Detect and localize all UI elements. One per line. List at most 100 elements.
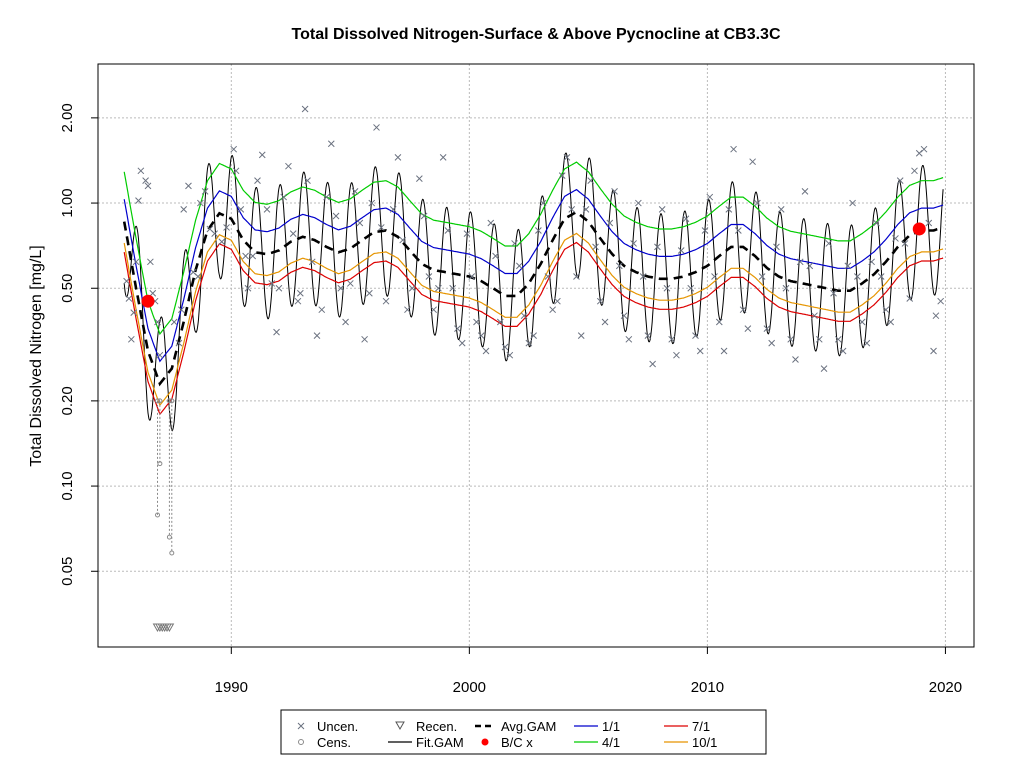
uncensored-point (606, 219, 614, 227)
uncensored-point (915, 149, 923, 157)
uncensored-point (230, 145, 238, 153)
uncensored-point (237, 206, 245, 213)
plot-series (122, 152, 944, 432)
uncensored-point (201, 187, 209, 195)
uncensored-point (304, 177, 311, 185)
uncensored-point (782, 284, 790, 292)
uncensored-point (796, 258, 804, 266)
uncensored-point (558, 172, 566, 179)
uncensored-point (404, 306, 411, 314)
uncensored-point (911, 167, 918, 175)
uncensored-point (630, 240, 637, 247)
uncensored-point (223, 224, 230, 231)
uncensored-point (137, 167, 145, 175)
uncensored-point (906, 295, 914, 302)
uncensored-point (611, 187, 618, 195)
uncensored-point (268, 280, 276, 287)
uncensored-point (577, 332, 585, 340)
uncensored-point (258, 151, 266, 159)
uncensored-point (439, 154, 447, 161)
uncensored-point (149, 289, 157, 297)
legend-label: Uncen. (317, 719, 358, 734)
uncensored-point (430, 306, 437, 314)
uncensored-point (332, 212, 340, 220)
uncensored-point (658, 206, 666, 213)
uncensored-point (573, 273, 580, 280)
legend-symbol-x (297, 722, 305, 730)
y-axis: 0.05 0.10 0.20 0.50 1.00 2.00 (59, 103, 99, 586)
uncensored-point (801, 187, 809, 195)
uncensored-point (515, 262, 523, 270)
uncensored-point (639, 273, 647, 280)
uncensored-point (468, 273, 476, 280)
uncensored-point (706, 193, 714, 201)
oct-1-line (123, 232, 944, 407)
uncensored-point (549, 306, 557, 314)
uncensored-point (144, 182, 152, 190)
uncensored-point (147, 258, 154, 266)
x-tick-label: 2000 (453, 679, 486, 696)
uncensored-point (520, 312, 528, 320)
uncensored-point (582, 206, 590, 213)
uncensored-point (901, 240, 909, 247)
uncensored-point (777, 206, 785, 213)
censored-point (169, 398, 175, 404)
uncensored-point (587, 177, 595, 185)
uncensored-point (366, 289, 373, 297)
uncensored-point (444, 227, 452, 234)
uncensored-point (625, 335, 633, 343)
uncensored-point (275, 284, 283, 292)
uncensored-point (263, 206, 271, 213)
uncensored-point (132, 258, 140, 266)
uncensored-point (663, 284, 671, 292)
uncensored-point (673, 351, 680, 359)
y-tick-label: 0.05 (59, 557, 76, 586)
censored-point (157, 461, 163, 467)
uncensored-point (601, 318, 609, 326)
uncensored-point (887, 318, 895, 326)
bc-point (141, 294, 155, 308)
uncensored-point (342, 318, 349, 326)
uncensored-point (696, 347, 704, 355)
uncensored-point (425, 273, 433, 280)
recensored-point (164, 623, 175, 633)
uncensored-point (130, 309, 138, 316)
uncensored-point (356, 219, 364, 227)
uncensored-point (327, 140, 335, 148)
uncensored-point (351, 187, 359, 195)
uncensored-point (930, 347, 937, 355)
uncensored-point (394, 154, 402, 161)
uncensored-point (346, 280, 354, 287)
uncensored-point (135, 197, 142, 204)
uncensored-point (820, 365, 828, 372)
legend-label: Recen. (416, 719, 457, 734)
uncensored-point (506, 351, 514, 359)
uncensored-point (687, 284, 695, 292)
uncensored-point (170, 318, 178, 326)
uncensored-point (715, 318, 723, 326)
uncensored-point (554, 297, 561, 305)
uncensored-point (920, 145, 928, 153)
uncensored-point (127, 335, 135, 343)
legend-symbol-dot (481, 738, 489, 746)
uncensored-point (825, 240, 833, 247)
uncensored-point (568, 206, 576, 213)
uncensored-point (361, 335, 368, 343)
y-tick-label: 1.00 (59, 188, 76, 217)
uncensored-point (185, 182, 192, 190)
uncensored-point (635, 199, 642, 207)
legend-symbol-circle (298, 739, 304, 745)
avg-gam-line (122, 210, 944, 387)
legend-label: 10/1 (692, 735, 717, 750)
uncensored-point (377, 224, 385, 231)
uncensored-point (511, 240, 518, 247)
uncensored-point (863, 339, 871, 347)
uncensored-point (473, 318, 480, 326)
uncensored-point (768, 339, 776, 347)
censored-point (169, 550, 175, 556)
uncensored-point (530, 332, 537, 340)
uncensored-point (682, 215, 690, 223)
uncensored-point (615, 262, 623, 270)
